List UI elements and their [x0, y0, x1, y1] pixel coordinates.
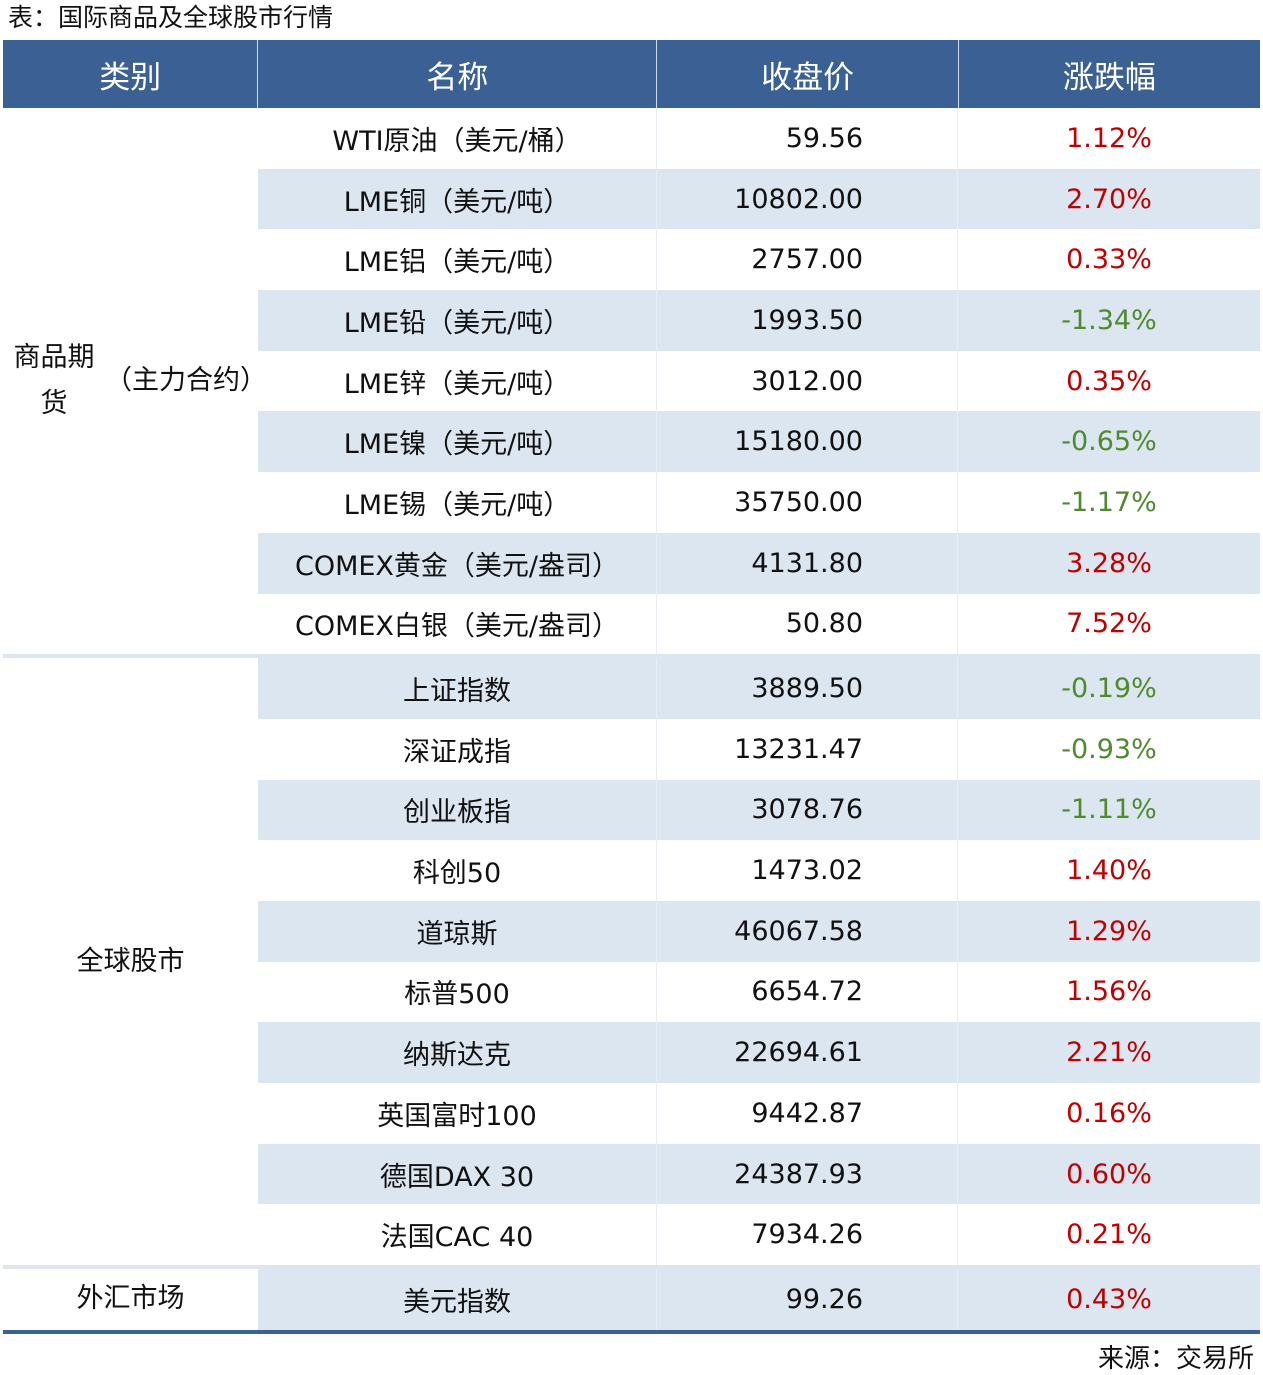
- name-cell: LME铝（美元/吨）: [258, 229, 657, 291]
- close-cell: 3012.00: [657, 350, 958, 412]
- table-row: 美元指数 99.26 0.43%: [258, 1269, 1260, 1330]
- table-header: 类别 名称 收盘价 涨跌幅: [3, 40, 1260, 108]
- table-row: 科创50 1473.02 1.40%: [258, 840, 1260, 901]
- change-cell: 1.29%: [1066, 915, 1152, 947]
- table-row: COMEX黄金（美元/盎司） 4131.80 3.28%: [258, 532, 1260, 594]
- name-cell: 美元指数: [258, 1269, 657, 1330]
- close-cell: 99.26: [657, 1269, 958, 1330]
- name-cell: 标普500: [258, 961, 657, 1023]
- table-row: LME铅（美元/吨） 1993.50 -1.34%: [258, 290, 1260, 351]
- change-cell: 0.43%: [1066, 1283, 1152, 1315]
- table-row: 创业板指 3078.76 -1.11%: [258, 779, 1260, 841]
- name-cell: 深证成指: [258, 718, 657, 780]
- table-row: COMEX白银（美元/盎司） 50.80 7.52%: [258, 593, 1260, 655]
- name-cell: LME锌（美元/吨）: [258, 350, 657, 412]
- change-cell: 2.21%: [1066, 1037, 1152, 1069]
- close-cell: 46067.58: [657, 900, 958, 962]
- table-row: 深证成指 13231.47 -0.93%: [258, 718, 1260, 780]
- name-cell: 纳斯达克: [258, 1022, 657, 1083]
- close-cell: 7934.26: [657, 1204, 958, 1266]
- close-cell: 10802.00: [657, 168, 958, 230]
- header-close: 收盘价: [657, 40, 959, 108]
- group-2: 外汇市场 美元指数 99.26 0.43%: [3, 1269, 1260, 1330]
- change-cell: -1.17%: [1061, 486, 1157, 518]
- close-cell: 6654.72: [657, 961, 958, 1023]
- group-separator: [3, 1265, 1260, 1270]
- header-name: 名称: [258, 40, 658, 108]
- close-cell: 59.56: [657, 108, 958, 169]
- group-separator: [3, 654, 1260, 659]
- close-cell: 50.80: [657, 593, 958, 655]
- name-cell: 创业板指: [258, 779, 657, 841]
- table-row: LME镍（美元/吨） 15180.00 -0.65%: [258, 411, 1260, 473]
- market-table: 类别 名称 收盘价 涨跌幅 商品期货 （主力合约） WTI原油（美元/桶） 59.56…: [3, 40, 1260, 1334]
- table-row: 标普500 6654.72 1.56%: [258, 961, 1260, 1023]
- change-cell: 2.70%: [1066, 183, 1152, 215]
- change-cell: -0.19%: [1061, 673, 1157, 705]
- group-label: 商品期货 （主力合约）: [3, 108, 267, 655]
- table-row: LME铜（美元/吨） 10802.00 2.70%: [258, 168, 1260, 230]
- table-row: 法国CAC 40 7934.26 0.21%: [258, 1204, 1260, 1266]
- change-cell: 0.33%: [1066, 244, 1152, 276]
- table-title: 表：国际商品及全球股市行情: [8, 3, 334, 32]
- table-row: WTI原油（美元/桶） 59.56 1.12%: [258, 108, 1260, 169]
- group-label: 外汇市场: [3, 1269, 258, 1330]
- change-cell: 0.16%: [1066, 1097, 1152, 1129]
- change-cell: 7.52%: [1066, 608, 1152, 640]
- close-cell: 1993.50: [657, 290, 958, 351]
- change-cell: 0.60%: [1066, 1158, 1152, 1190]
- change-cell: -1.34%: [1061, 304, 1157, 336]
- group-label: 全球股市: [3, 658, 258, 1266]
- change-cell: -0.65%: [1061, 426, 1157, 458]
- table-row: LME锌（美元/吨） 3012.00 0.35%: [258, 350, 1260, 412]
- close-cell: 13231.47: [657, 718, 958, 780]
- change-cell: 3.28%: [1066, 547, 1152, 579]
- change-cell: -0.93%: [1061, 733, 1157, 765]
- close-cell: 3078.76: [657, 779, 958, 841]
- table-row: 纳斯达克 22694.61 2.21%: [258, 1022, 1260, 1083]
- name-cell: 英国富时100: [258, 1083, 657, 1144]
- table-row: LME锡（美元/吨） 35750.00 -1.17%: [258, 472, 1260, 533]
- close-cell: 15180.00: [657, 411, 958, 473]
- name-cell: 上证指数: [258, 658, 657, 719]
- name-cell: WTI原油（美元/桶）: [258, 108, 657, 169]
- group-0: 商品期货 （主力合约） WTI原油（美元/桶） 59.56 1.12% LME铜（美元/吨…: [3, 108, 1260, 655]
- close-cell: 4131.80: [657, 532, 958, 594]
- close-cell: 1473.02: [657, 840, 958, 901]
- table-row: LME铝（美元/吨） 2757.00 0.33%: [258, 229, 1260, 291]
- change-cell: 0.21%: [1066, 1219, 1152, 1251]
- close-cell: 24387.93: [657, 1143, 958, 1205]
- change-cell: 1.40%: [1066, 855, 1152, 887]
- name-cell: LME锡（美元/吨）: [258, 472, 657, 533]
- change-cell: 0.35%: [1066, 365, 1152, 397]
- close-cell: 9442.87: [657, 1083, 958, 1144]
- table-row: 德国DAX 30 24387.93 0.60%: [258, 1143, 1260, 1205]
- source-note: 来源：交易所: [1097, 1344, 1254, 1374]
- table-row: 道琼斯 46067.58 1.29%: [258, 900, 1260, 962]
- table-row: 英国富时100 9442.87 0.16%: [258, 1083, 1260, 1144]
- name-cell: LME铜（美元/吨）: [258, 168, 657, 230]
- close-cell: 22694.61: [657, 1022, 958, 1083]
- name-cell: 法国CAC 40: [258, 1204, 657, 1266]
- name-cell: 道琼斯: [258, 900, 657, 962]
- header-change: 涨跌幅: [1062, 59, 1156, 96]
- name-cell: LME铅（美元/吨）: [258, 290, 657, 351]
- name-cell: COMEX黄金（美元/盎司）: [258, 532, 657, 594]
- change-cell: 1.12%: [1066, 122, 1152, 154]
- group-1: 全球股市 上证指数 3889.50 -0.19% 深证成指 13231.47 -0.93% 创…: [3, 658, 1260, 1266]
- table-row: 上证指数 3889.50 -0.19%: [258, 658, 1260, 719]
- change-cell: -1.11%: [1061, 794, 1157, 826]
- header-category: 类别: [3, 40, 259, 108]
- name-cell: 科创50: [258, 840, 657, 901]
- change-cell: 1.56%: [1066, 976, 1152, 1008]
- close-cell: 35750.00: [657, 472, 958, 533]
- name-cell: LME镍（美元/吨）: [258, 411, 657, 473]
- name-cell: 德国DAX 30: [258, 1143, 657, 1205]
- name-cell: COMEX白银（美元/盎司）: [258, 593, 657, 655]
- table-bottom-border: [3, 1329, 1260, 1334]
- close-cell: 2757.00: [657, 229, 958, 291]
- close-cell: 3889.50: [657, 658, 958, 719]
